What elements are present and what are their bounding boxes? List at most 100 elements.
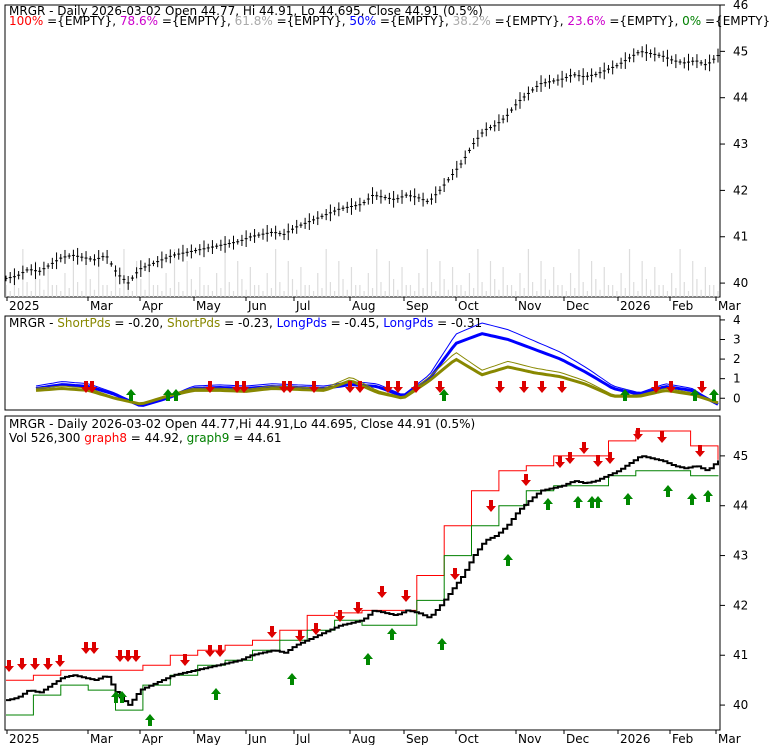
volume-bar xyxy=(708,285,711,297)
y-tick-label-1: 1 xyxy=(733,372,741,386)
buy-arrow xyxy=(163,389,173,401)
volume-bar xyxy=(64,273,66,297)
sell-arrow xyxy=(657,431,667,443)
volume-bar xyxy=(700,289,702,297)
sell-arrow xyxy=(311,623,321,635)
volume-bar xyxy=(477,249,479,297)
buy-arrow xyxy=(117,691,127,703)
volume-bar xyxy=(140,279,142,297)
volume-bar xyxy=(422,288,424,297)
buy-arrow xyxy=(623,493,633,505)
sell-arrow xyxy=(285,381,295,393)
volume-bar xyxy=(43,289,45,297)
buy-arrow xyxy=(211,688,221,700)
volume-bar xyxy=(51,285,53,297)
fib-legend-value-3: ={EMPTY}, xyxy=(376,14,453,28)
volume-bar xyxy=(334,291,336,297)
volume-bar xyxy=(258,285,260,297)
volume-bar xyxy=(671,273,673,297)
title-part-5: LongPds xyxy=(277,316,327,330)
buy-arrow xyxy=(709,389,719,401)
title-part-3: ShortPds xyxy=(167,316,220,330)
volume-bar xyxy=(68,288,70,297)
volume-bar xyxy=(110,291,112,297)
sell-arrow xyxy=(267,626,277,638)
buy-arrow xyxy=(145,714,155,726)
sell-arrow xyxy=(651,381,661,393)
stops-y-axis: 40 41 42 43 44 45 xyxy=(720,449,748,712)
buy-arrow xyxy=(387,628,397,640)
volume-bar xyxy=(119,288,121,297)
volume-bar xyxy=(39,279,41,297)
sell-arrow xyxy=(30,658,40,670)
volume-bar xyxy=(637,291,639,297)
volume-bar xyxy=(228,282,230,297)
buy-arrow xyxy=(687,493,697,505)
volume-bar xyxy=(506,285,508,297)
price-panel: 40 41 42 43 44 45 46 2025 Mar Apr May Jun Jul Aug Sep… xyxy=(4,0,770,313)
sell-arrow xyxy=(377,586,387,598)
x-tick-label-4: Jun xyxy=(247,299,267,313)
buy-arrow xyxy=(663,485,673,497)
volume-bar xyxy=(687,291,690,297)
volume-bar xyxy=(397,289,399,297)
volume-bar xyxy=(253,285,256,297)
x-tick-label-11: 2026 xyxy=(620,299,651,313)
fib-legend-label-3: 50% xyxy=(349,14,376,28)
volume-bar xyxy=(359,285,361,297)
sell-arrow xyxy=(180,654,190,666)
sell-arrow xyxy=(123,650,133,662)
sell-arrow xyxy=(411,381,421,393)
y-tick-label-6: 46 xyxy=(733,0,748,12)
sell-arrow xyxy=(232,381,242,393)
buy-arrow xyxy=(543,498,553,510)
volume-bar xyxy=(376,249,378,297)
volume-bar xyxy=(85,261,87,297)
fib-legend-value-6: ={EMPTY} xyxy=(701,14,770,28)
volume-bar xyxy=(557,285,559,297)
pds-series-1 xyxy=(35,357,719,406)
fib-legend-label-0: 100% xyxy=(9,14,43,28)
volume-bar xyxy=(692,261,694,297)
volume-bar xyxy=(270,288,273,297)
volume-bar xyxy=(241,279,243,297)
pds-y-axis: 0 1 2 3 4 xyxy=(720,313,741,405)
volume-bar xyxy=(5,285,7,297)
volume-bar xyxy=(106,285,108,297)
volume-bar xyxy=(569,273,572,297)
volume-bar xyxy=(60,291,62,297)
volume-bar xyxy=(371,288,374,297)
volume-bar xyxy=(662,285,664,297)
x-tick-label-2: Apr xyxy=(142,299,163,313)
volume-bar xyxy=(696,279,698,297)
x-tick-label-9: Nov xyxy=(518,732,541,745)
sell-arrow xyxy=(593,455,603,467)
volume-bar xyxy=(565,291,567,297)
x-tick-label-10: Dec xyxy=(566,299,589,313)
volume-bar xyxy=(553,267,555,297)
stop-lines xyxy=(6,430,719,716)
volume-bar xyxy=(296,289,298,297)
sell-arrow xyxy=(519,381,529,393)
x-tick-label-12: Feb xyxy=(672,299,693,313)
volume-bar xyxy=(401,267,403,297)
x-tick-label-6: Aug xyxy=(352,299,375,313)
volume-bar xyxy=(464,291,466,297)
volume-bar xyxy=(178,282,180,297)
sell-arrow xyxy=(565,452,575,464)
buy-arrow xyxy=(620,389,630,401)
title-part-2: = -0.20, xyxy=(111,316,167,330)
volume-bar xyxy=(190,279,192,297)
volume-bar xyxy=(654,267,656,297)
volume-bar xyxy=(47,267,49,297)
y-tick-label-5: 45 xyxy=(733,449,748,463)
volume-bar xyxy=(312,291,315,297)
pds-panel-frame xyxy=(4,315,721,411)
sell-arrow xyxy=(205,381,215,393)
volume-bar xyxy=(136,261,138,297)
volume-bar xyxy=(291,279,294,297)
pds-signal-arrows xyxy=(81,381,719,401)
volume-bar xyxy=(367,273,369,297)
title-part-1: graph8 xyxy=(84,431,127,445)
volume-bar xyxy=(157,285,159,297)
